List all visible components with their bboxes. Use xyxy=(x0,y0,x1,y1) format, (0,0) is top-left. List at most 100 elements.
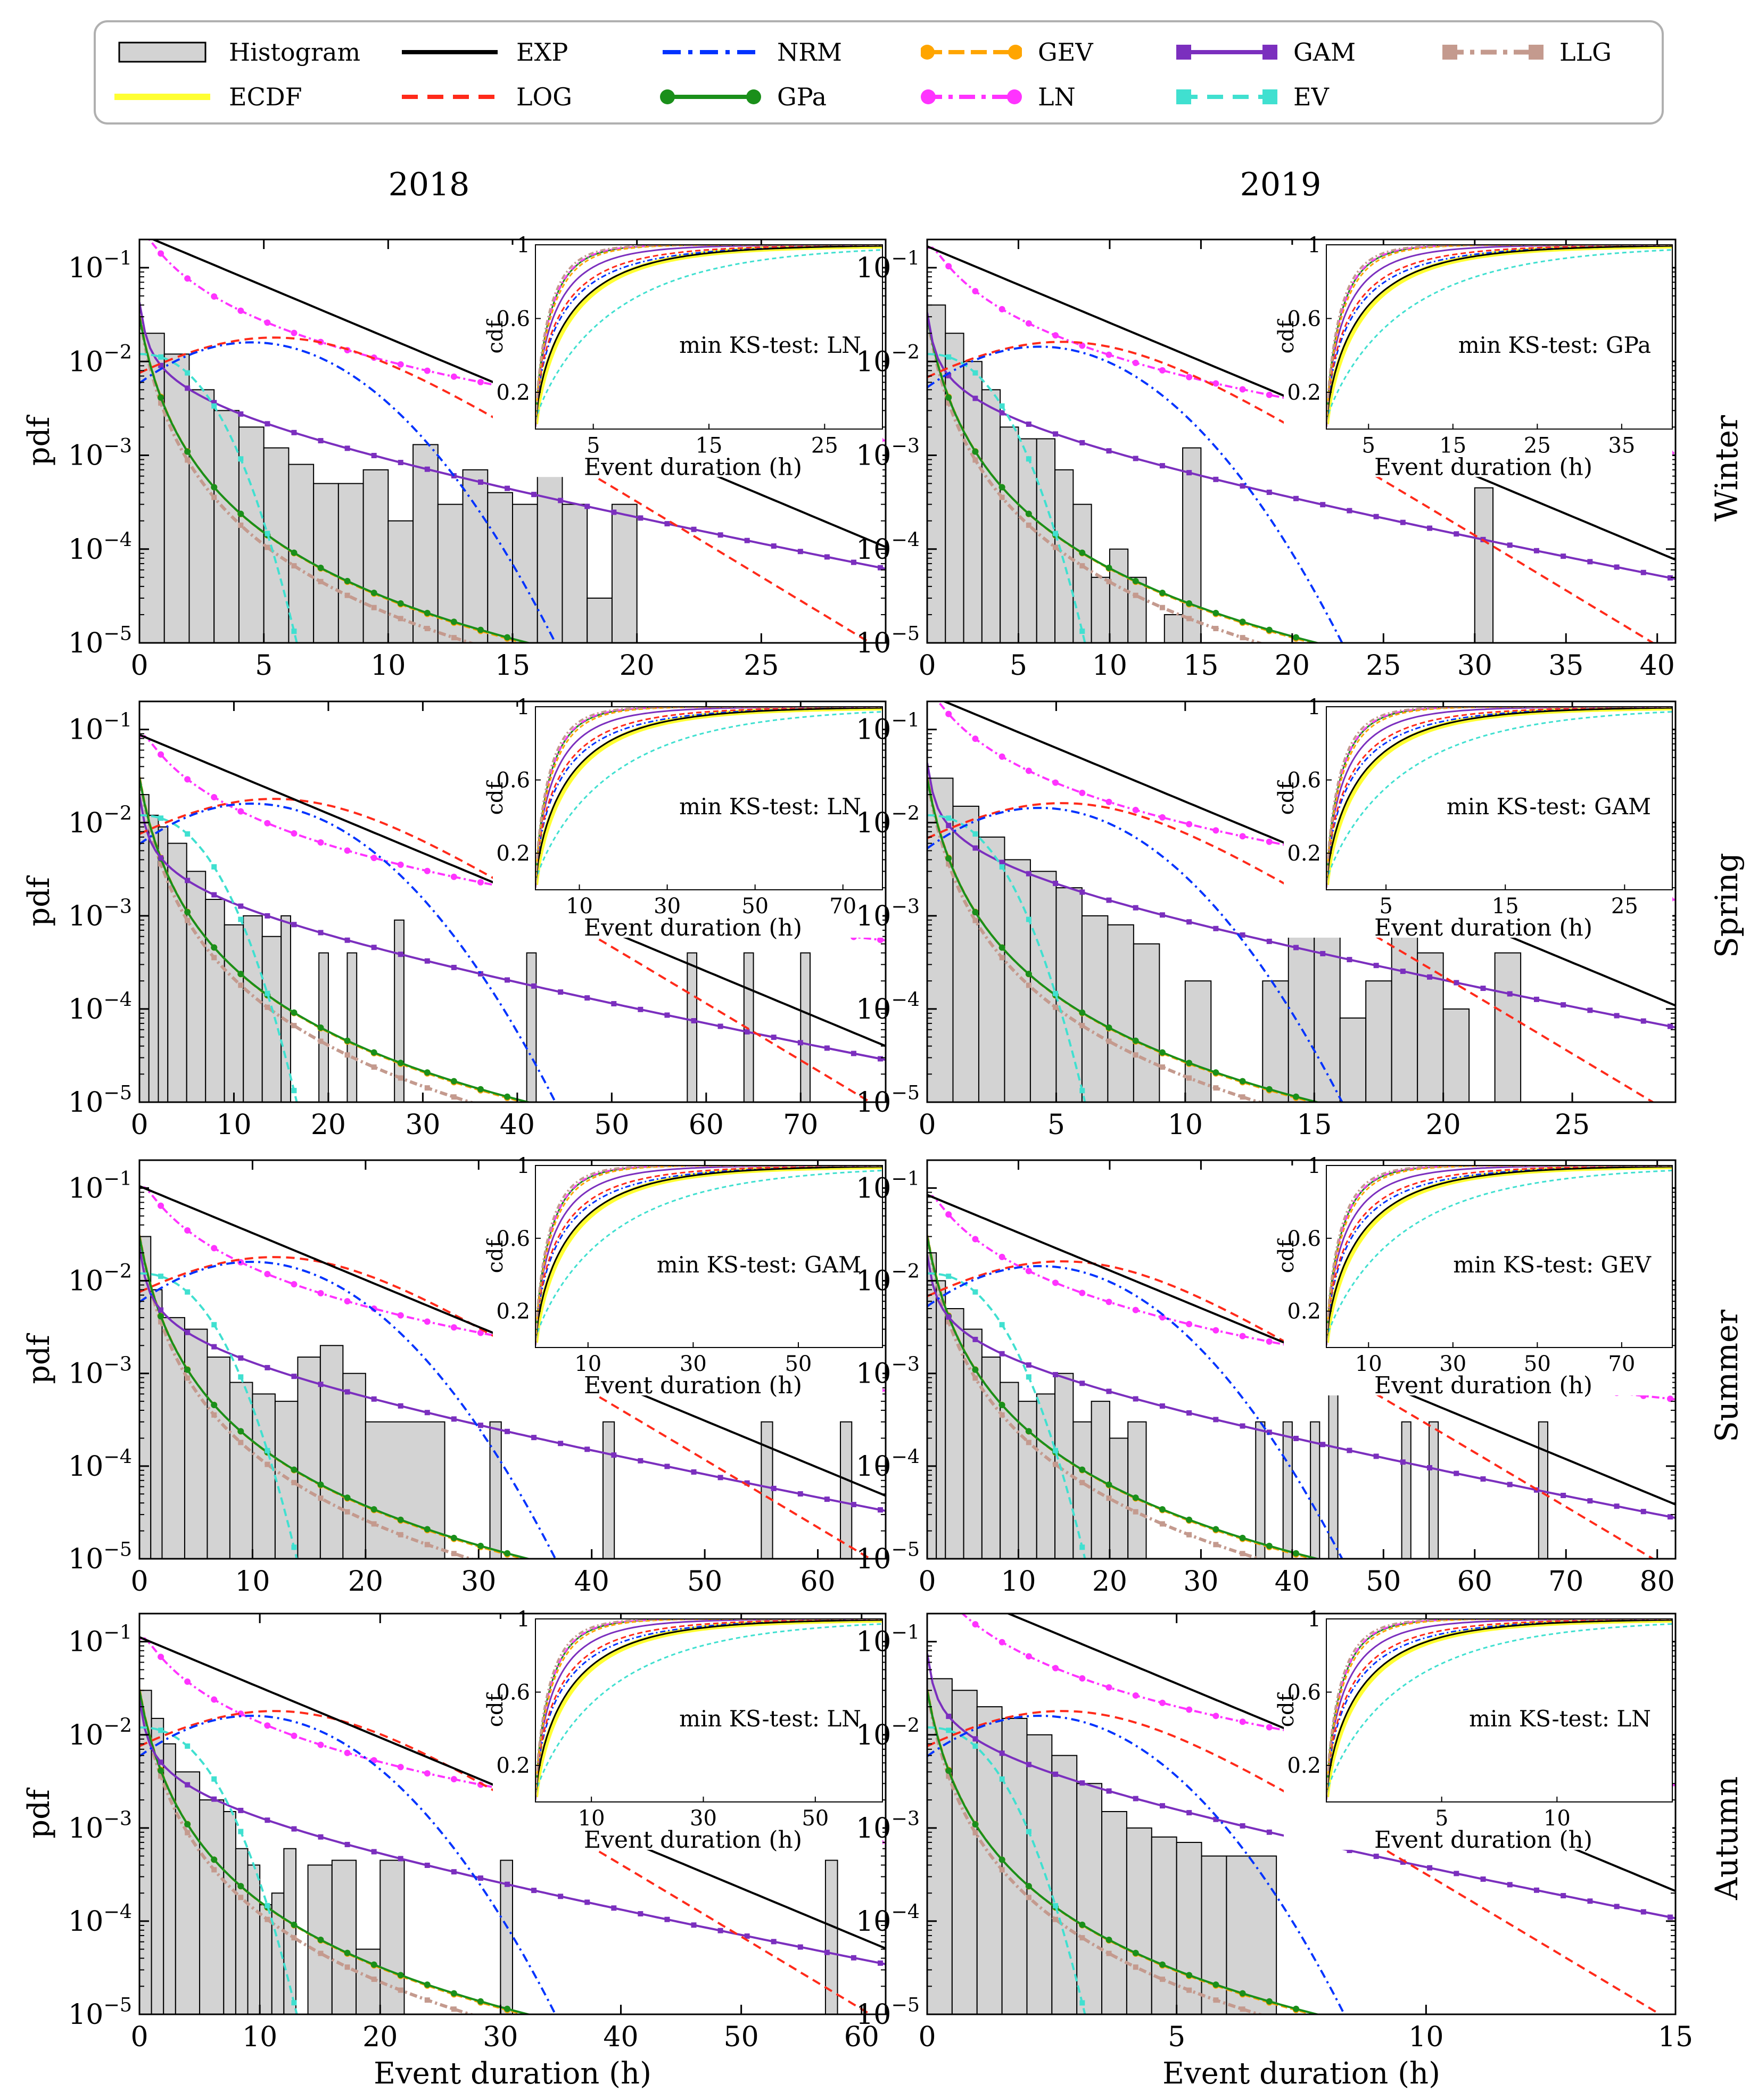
legend-label: LN xyxy=(1038,82,1076,111)
inset-x-tick-label: 5 xyxy=(587,433,600,458)
marker-gpa xyxy=(317,1936,324,1943)
plot-area xyxy=(927,701,1676,1102)
marker-ev xyxy=(1053,1448,1059,1453)
histogram-bar xyxy=(161,1317,185,1559)
histogram-bar xyxy=(1107,924,1134,1102)
marker-ln xyxy=(1052,332,1059,339)
marker-gam xyxy=(584,1446,590,1452)
legend-exp-swatch xyxy=(402,50,498,54)
marker-gpa xyxy=(1159,1049,1166,1056)
inset-background xyxy=(1284,1165,1672,1396)
marker-gam xyxy=(238,411,244,417)
marker-gpa xyxy=(1239,1534,1246,1541)
marker-ln xyxy=(1159,367,1166,374)
marker-gam xyxy=(1266,1829,1272,1835)
marker-gpa xyxy=(317,565,324,572)
legend-label: GPa xyxy=(777,82,827,111)
inset-x-tick-label: 10 xyxy=(574,1352,601,1376)
marker-llg xyxy=(1026,522,1031,528)
x-tick-label: 10 xyxy=(1001,1566,1036,1598)
axes-frame xyxy=(138,1159,887,1560)
marker-ln xyxy=(424,1770,431,1777)
marker-gam xyxy=(1186,1410,1192,1416)
legend-histogram-swatch xyxy=(118,42,207,63)
marker-ln xyxy=(1266,838,1273,845)
marker-ev xyxy=(1053,990,1059,996)
histogram-bar xyxy=(1226,1855,1277,2014)
histogram-bar xyxy=(562,503,588,643)
curve-llg xyxy=(139,316,476,643)
marker-gam xyxy=(744,1933,750,1939)
marker-gam xyxy=(1133,456,1138,461)
marker-gpa xyxy=(424,609,431,616)
histogram-bar xyxy=(687,952,698,1102)
marker-llg xyxy=(318,1495,324,1501)
histogram-bar xyxy=(235,1848,249,2014)
inset-x-tick-label: 10 xyxy=(1355,1352,1382,1376)
pdf-panel-summer-2019: 10−1 10−2 10−3 10−4 10−50 10 20 30 40 50 60 70 80 1 0.… xyxy=(856,1154,1677,1598)
marker-gam xyxy=(371,1849,377,1855)
inset-x-tick-label: 5 xyxy=(1435,1806,1448,1831)
curve-gam xyxy=(139,302,886,570)
marker-gpa xyxy=(477,1998,484,2005)
marker-llg xyxy=(211,494,217,500)
marker-gam xyxy=(611,1452,617,1458)
histogram-bar xyxy=(150,1289,163,1559)
marker-gam xyxy=(797,1491,803,1497)
marker-gpa xyxy=(1266,1998,1273,2005)
marker-gpa xyxy=(184,448,191,455)
marker-ln xyxy=(1132,807,1139,814)
marker-gam xyxy=(1480,1476,1486,1482)
marker-llg xyxy=(1159,1977,1165,1982)
inset-y-tick-label: 0.2 xyxy=(1287,381,1321,405)
marker-ln xyxy=(450,1776,457,1783)
marker-gam xyxy=(558,989,564,995)
marker-gam xyxy=(1240,1423,1245,1429)
x-tick-label: 5 xyxy=(255,650,273,682)
marker-gam xyxy=(477,1875,483,1881)
histogram-bar xyxy=(1494,952,1522,1102)
marker-gpa xyxy=(1186,1516,1193,1523)
marker-gpa xyxy=(370,589,377,596)
histogram-bar xyxy=(1000,426,1019,643)
y-tick-label: 10−1 xyxy=(856,708,920,746)
marker-gam xyxy=(664,1012,670,1018)
marker-gam xyxy=(797,1040,803,1046)
inset-y-tick-label: 0.6 xyxy=(496,768,530,793)
marker-ln xyxy=(344,1749,351,1756)
marker-gpa xyxy=(1132,1494,1139,1501)
marker-llg xyxy=(1053,1004,1059,1010)
marker-gam xyxy=(318,438,324,444)
marker-gam xyxy=(344,445,350,451)
marker-llg xyxy=(238,982,244,988)
histogram-bar xyxy=(224,924,244,1102)
legend-gev-swatch xyxy=(921,45,1022,60)
marker-llg xyxy=(1186,1532,1192,1537)
column-title-2019: 2019 xyxy=(1240,166,1322,203)
inset-x-label: Event duration (h) xyxy=(584,1826,802,1854)
marker-gam xyxy=(371,1396,377,1402)
marker-llg xyxy=(1053,1916,1059,1922)
marker-gam xyxy=(344,1389,350,1395)
marker-gpa xyxy=(504,634,511,641)
marker-gam xyxy=(1507,542,1513,548)
x-tick-label: 0 xyxy=(918,1109,936,1141)
legend-label: LLG xyxy=(1559,38,1612,67)
histogram-bar xyxy=(346,952,358,1102)
marker-gam xyxy=(265,913,270,919)
marker-llg xyxy=(972,1375,978,1381)
inset-background xyxy=(493,707,882,938)
marker-gam xyxy=(1587,1007,1593,1013)
y-tick-label: 10−2 xyxy=(856,341,920,378)
x-tick-label: 10 xyxy=(242,2021,277,2053)
marker-gam xyxy=(664,521,670,527)
y-tick-label: 10−2 xyxy=(68,341,132,378)
marker-gpa xyxy=(370,1961,377,1968)
marker-ev xyxy=(972,370,978,376)
marker-ln xyxy=(1212,1713,1219,1719)
marker-gam xyxy=(691,1018,697,1024)
marker-ev xyxy=(291,1088,297,1094)
marker-gpa xyxy=(1079,549,1086,556)
marker-llg xyxy=(1133,1964,1138,1970)
histogram-bar xyxy=(1429,1421,1439,1559)
